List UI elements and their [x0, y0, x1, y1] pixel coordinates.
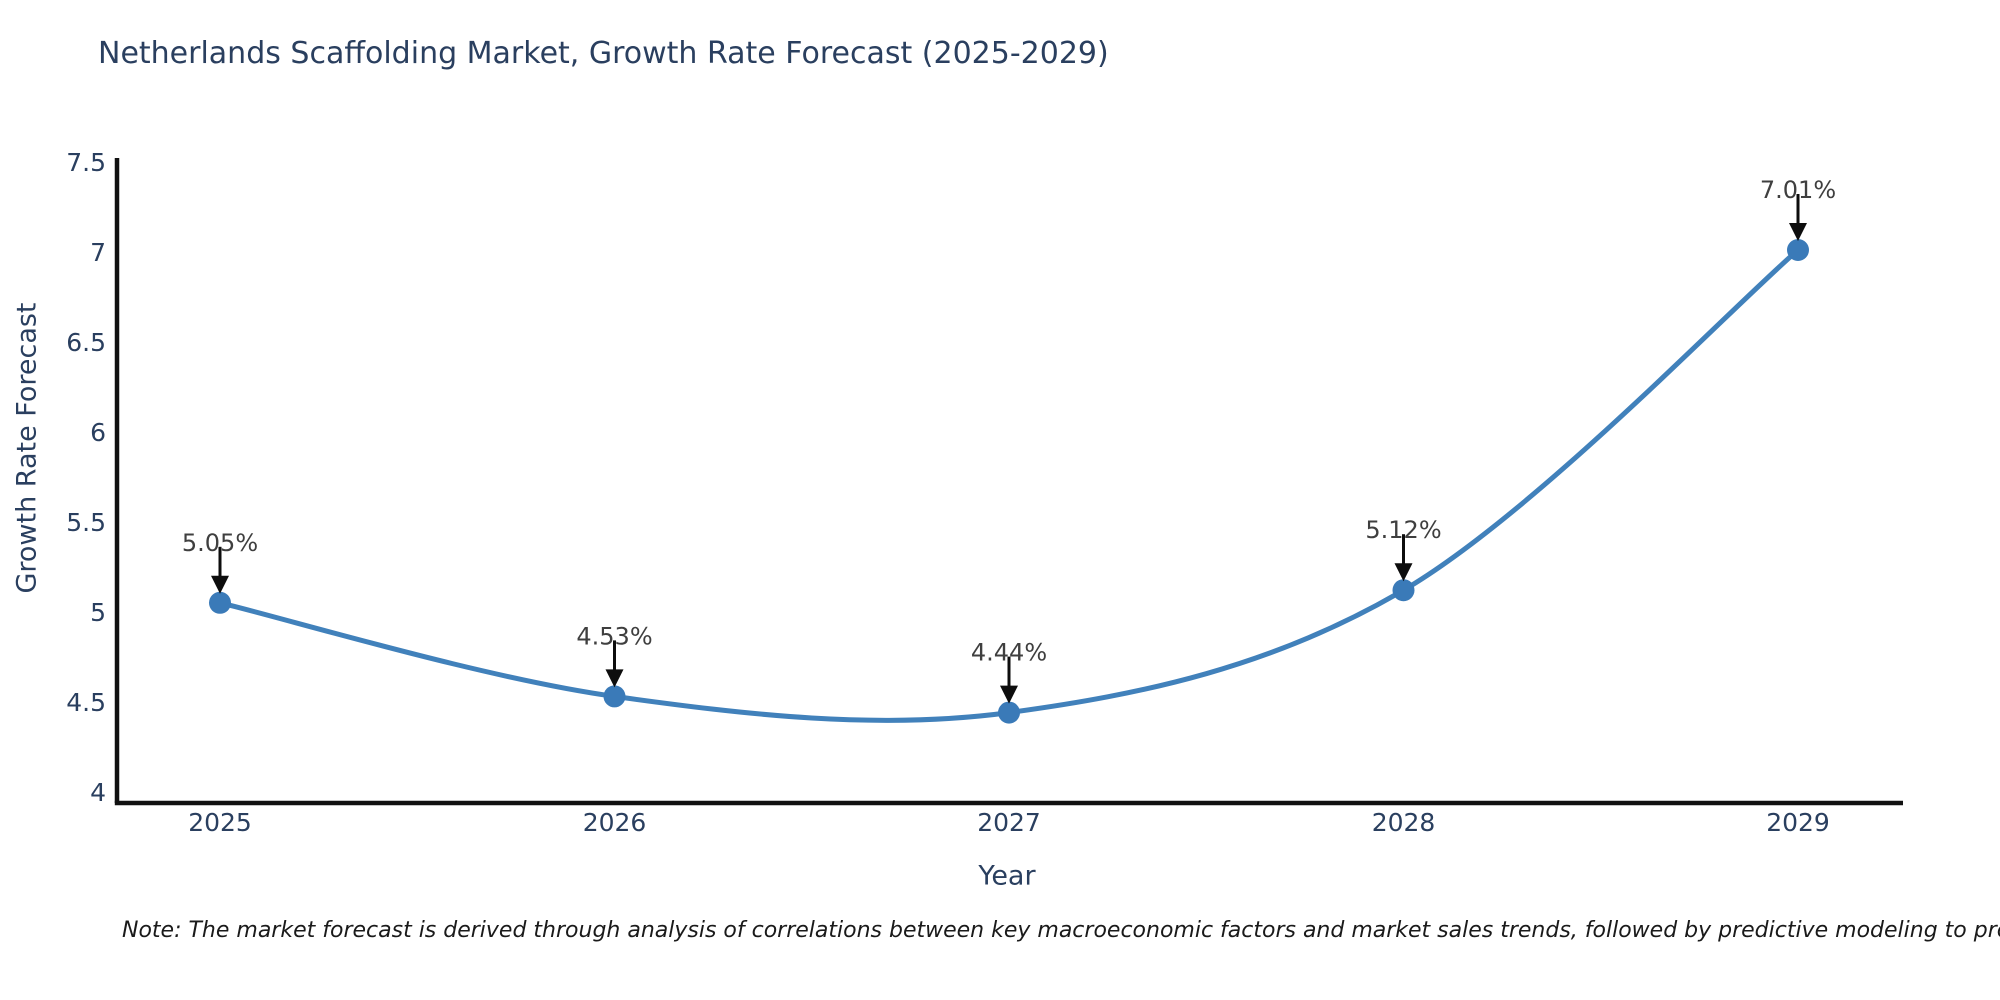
- x-tick-label: 2028: [1372, 808, 1436, 837]
- x-tick-label: 2027: [977, 808, 1041, 837]
- y-tick-label: 5: [90, 598, 106, 627]
- data-point-marker: [209, 591, 231, 614]
- data-point-marker: [603, 685, 626, 708]
- y-tick-label: 5.5: [66, 508, 106, 537]
- x-tick-label: 2029: [1766, 808, 1830, 837]
- chart-title: Netherlands Scaffolding Market, Growth R…: [98, 36, 1109, 71]
- annotation-arrow-head: [1789, 223, 1807, 241]
- annotation-arrow-head: [211, 575, 229, 594]
- y-tick-label: 7: [90, 238, 106, 267]
- point-value-label: 5.05%: [182, 529, 258, 557]
- y-tick-label: 6.5: [66, 328, 106, 357]
- point-value-label: 7.01%: [1760, 176, 1836, 204]
- point-value-label: 4.44%: [971, 639, 1047, 667]
- y-tick-label: 4: [90, 778, 106, 807]
- point-value-label: 4.53%: [576, 622, 652, 650]
- data-point-marker: [1392, 579, 1415, 602]
- x-axis-title: Year: [978, 860, 1036, 892]
- annotation-arrow-head: [605, 669, 624, 688]
- y-tick-label: 7.5: [66, 148, 106, 177]
- y-tick-label: 6: [90, 418, 106, 447]
- annotation-arrow-head: [1000, 685, 1018, 704]
- y-tick-label: 4.5: [66, 688, 106, 717]
- x-tick-label: 2026: [583, 808, 647, 837]
- annotation-arrow-head: [1394, 563, 1413, 582]
- data-point-marker: [1787, 239, 1809, 261]
- data-point-marker: [998, 701, 1020, 724]
- footnote: Note: The market forecast is derived thr…: [122, 918, 2000, 943]
- point-value-label: 5.12%: [1365, 516, 1441, 544]
- x-tick-label: 2025: [188, 808, 252, 837]
